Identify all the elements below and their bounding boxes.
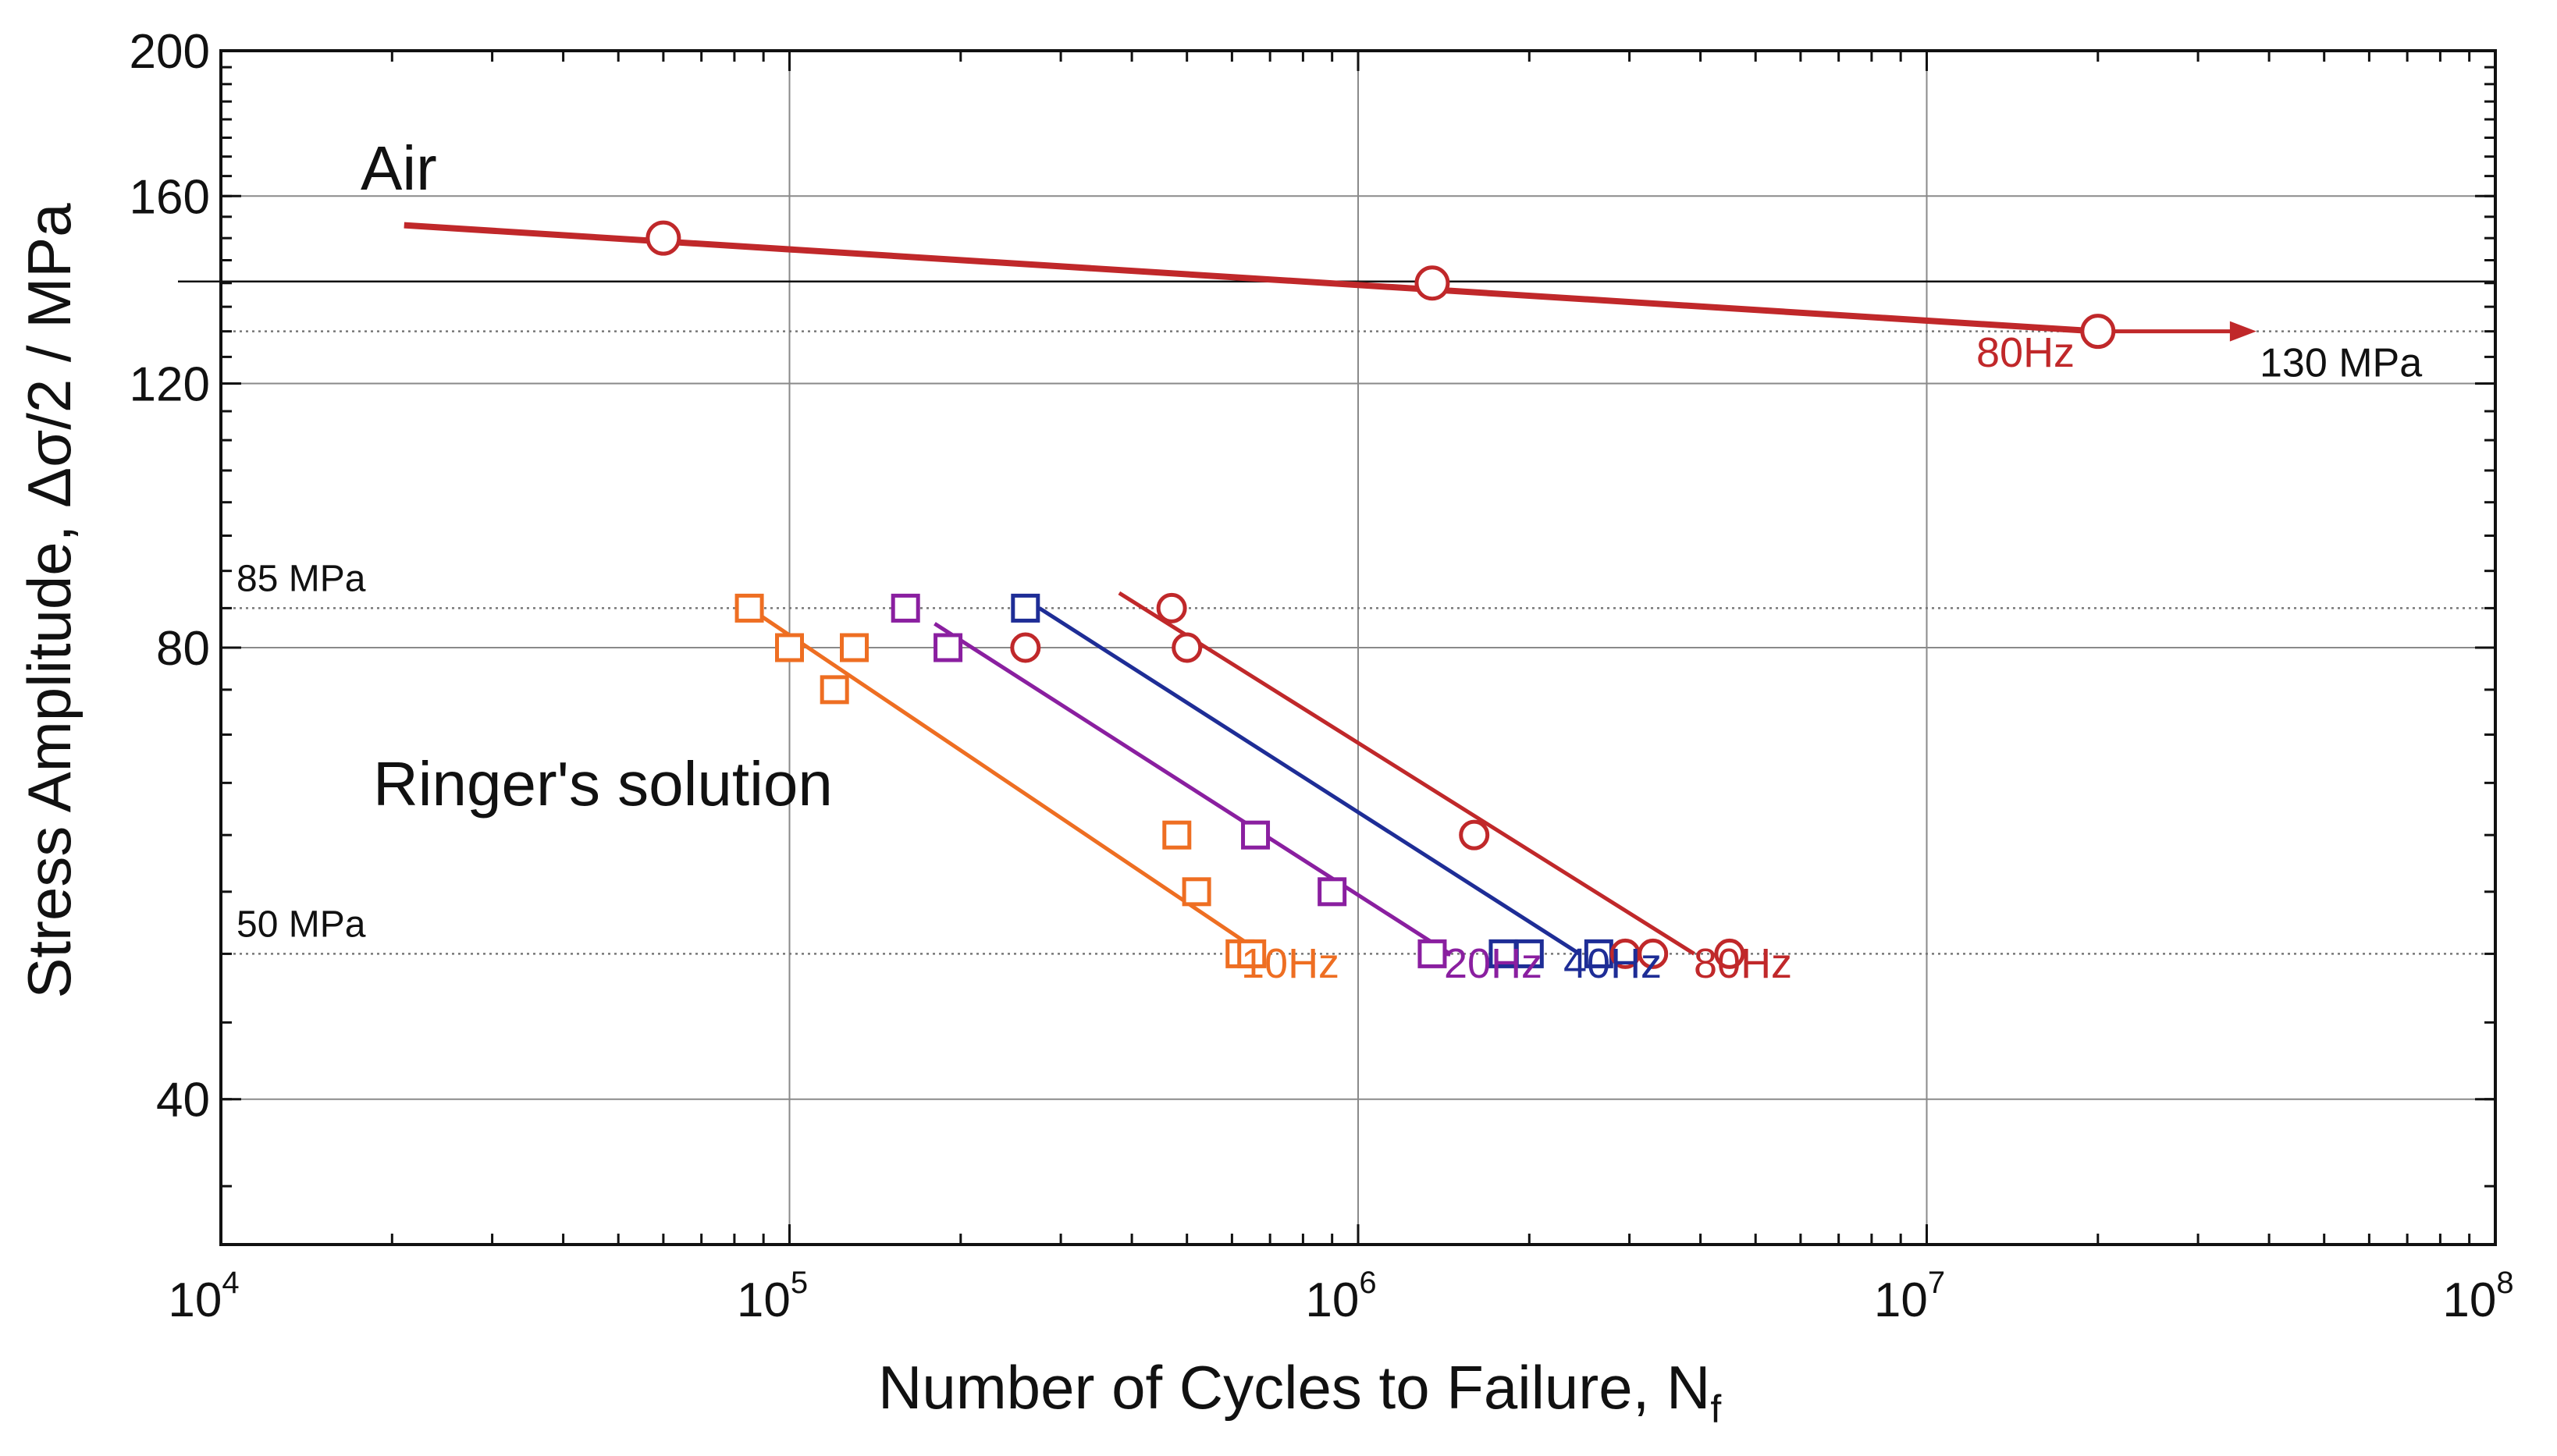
runout-arrow-head [2229, 321, 2256, 342]
x-tick-label: 105 [737, 1266, 808, 1327]
x-tick-label: 104 [168, 1266, 239, 1327]
data-points: 10Hz 20Hz 40Hz 80Hz [645, 220, 2116, 987]
y-axis-title: Stress Amplitude, Δσ/2 / MPa [15, 203, 84, 999]
x-tick-base: 10 [1305, 1273, 1359, 1327]
ringer-annotation: Ringer's solution [373, 749, 833, 819]
data-point [820, 675, 849, 705]
x-tick-label: 106 [1305, 1266, 1376, 1327]
data-point [2080, 314, 2116, 350]
reference-line-label: 85 MPa [236, 558, 366, 599]
data-point [1182, 877, 1211, 907]
grid-layer [221, 51, 2495, 1245]
x-tick-base: 10 [2442, 1273, 2496, 1327]
y-tick-label: 40 [156, 1074, 210, 1128]
data-point [1638, 938, 1669, 969]
y-tick-label: 200 [130, 25, 210, 79]
data-point [775, 633, 804, 662]
x-tick-base: 10 [737, 1273, 791, 1327]
data-point [891, 593, 920, 623]
x-axis-title: Number of Cycles to Failure, Nf [878, 1353, 1721, 1431]
series-frequency-label: 20Hz [1444, 940, 1542, 987]
x-axis-title-main: Number of Cycles to Failure, N [878, 1353, 1710, 1422]
fit-line [748, 606, 1264, 956]
fit-lines [404, 222, 2256, 956]
data-point [1010, 632, 1041, 663]
data-point [1414, 265, 1450, 301]
x-tick-exponent: 8 [2496, 1266, 2513, 1300]
reference-line-label: 50 MPa [236, 904, 366, 945]
data-point [840, 633, 870, 662]
fit-line [404, 222, 2099, 335]
series-frequency-label: 80Hz [1694, 940, 1792, 987]
x-tick-label: 107 [1874, 1266, 1945, 1327]
data-point [1417, 939, 1447, 968]
fit-line [934, 622, 1451, 956]
x-tick-base: 10 [1874, 1273, 1928, 1327]
reference-line-label: 130 MPa [2260, 341, 2422, 386]
data-point [934, 633, 963, 662]
data-point [1011, 593, 1040, 623]
data-point [1241, 820, 1271, 850]
y-tick-label: 160 [130, 170, 210, 224]
reference-lines: 85 MPa 50 MPa 130 MPa [178, 280, 2495, 955]
series-frequency-label: 10Hz [1241, 940, 1339, 987]
data-point [1488, 939, 1518, 968]
x-axis-title-subscript: f [1710, 1387, 1721, 1431]
x-tick-base: 10 [168, 1273, 222, 1327]
data-point [734, 593, 764, 623]
x-tick-label: 108 [2442, 1266, 2513, 1327]
data-point [1459, 819, 1490, 851]
data-point [1156, 592, 1187, 623]
data-point [1514, 939, 1544, 968]
data-point [1318, 877, 1347, 907]
series-frequency-label: 40Hz [1563, 940, 1662, 987]
x-tick-exponent: 5 [791, 1266, 808, 1300]
data-point [1714, 938, 1745, 969]
air-annotation: Air [361, 133, 437, 203]
data-point [1237, 939, 1267, 968]
y-tick-label: 80 [156, 622, 210, 676]
fit-line [1038, 606, 1581, 956]
y-tick-label: 120 [130, 357, 210, 411]
data-point [645, 220, 681, 256]
air-80hz-label: 80Hz [1976, 329, 2075, 376]
fit-line [1118, 591, 1695, 956]
data-point [1172, 632, 1203, 663]
x-tick-exponent: 7 [1928, 1266, 1945, 1300]
x-tick-exponent: 6 [1359, 1266, 1376, 1300]
data-point [1162, 820, 1192, 850]
x-tick-exponent: 4 [222, 1266, 239, 1300]
